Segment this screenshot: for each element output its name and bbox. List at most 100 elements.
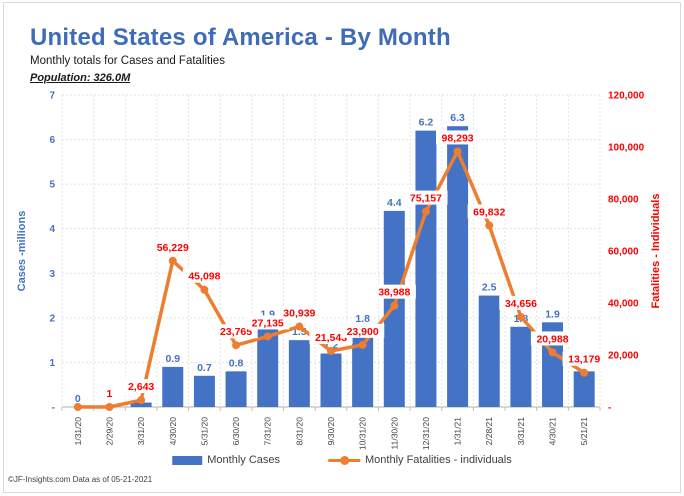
label-background bbox=[404, 190, 448, 205]
line-marker bbox=[516, 312, 525, 321]
bar bbox=[352, 326, 374, 407]
left-axis-tick-label: 3 bbox=[49, 269, 55, 280]
bar bbox=[257, 322, 279, 407]
cases-value-label: 6.2 bbox=[419, 117, 434, 129]
fatalities-value-label: 38,988 bbox=[378, 287, 410, 299]
cases-value-label: 0.8 bbox=[229, 357, 244, 369]
x-axis-label: 5/31/20 bbox=[199, 417, 209, 446]
fatalities-value-label: 34,656 bbox=[505, 298, 537, 310]
bar bbox=[130, 402, 152, 407]
x-axis-label: 10/31/20 bbox=[358, 417, 368, 450]
fatalities-value-label: 45,098 bbox=[188, 271, 220, 283]
label-background bbox=[182, 268, 227, 283]
fatalities-value-label: 98,293 bbox=[442, 132, 474, 144]
legend: Monthly Cases Monthly Fatalities - indiv… bbox=[172, 454, 512, 466]
right-axis-tick-label: 80,000 bbox=[608, 195, 639, 206]
x-axis-label: 9/30/20 bbox=[326, 417, 336, 446]
label-background bbox=[122, 379, 160, 394]
label-background bbox=[341, 323, 385, 338]
fatalities-value-label: 20,988 bbox=[536, 333, 568, 345]
line-marker bbox=[263, 332, 272, 341]
fatalities-value-label: 56,229 bbox=[157, 242, 189, 254]
line-marker bbox=[327, 346, 335, 355]
right-axis-tick-label: 20,000 bbox=[608, 351, 639, 362]
fatalities-value-label: 23,900 bbox=[347, 326, 379, 338]
line-marker bbox=[485, 221, 494, 230]
bar bbox=[162, 366, 184, 407]
cases-value-label: 1.8 bbox=[355, 313, 370, 325]
bar bbox=[225, 371, 247, 407]
bar bbox=[573, 371, 595, 407]
x-axis-label: 3/31/20 bbox=[136, 417, 146, 446]
fatalities-value-label: 69,832 bbox=[473, 206, 505, 218]
label-background bbox=[372, 284, 416, 299]
fatalities-value-label: 1 bbox=[107, 388, 113, 400]
x-axis-label: 12/31/20 bbox=[421, 417, 431, 450]
label-background bbox=[562, 351, 606, 366]
label-background bbox=[530, 331, 575, 346]
x-axis-label: 1/31/20 bbox=[73, 417, 83, 446]
label-background bbox=[277, 305, 321, 320]
x-axis-label: 6/30/20 bbox=[231, 417, 241, 446]
legend-label-cases: Monthly Cases bbox=[207, 454, 281, 466]
label-background bbox=[103, 385, 116, 400]
line-marker bbox=[580, 368, 589, 377]
label-background bbox=[499, 295, 543, 310]
left-axis-tick-label: 2 bbox=[49, 313, 55, 324]
x-axis-label: 2/28/21 bbox=[484, 417, 494, 446]
line-marker bbox=[232, 341, 241, 350]
bar bbox=[510, 326, 532, 407]
line-marker bbox=[73, 403, 82, 411]
line-marker bbox=[421, 207, 430, 216]
cases-value-label: 6.3 bbox=[450, 112, 465, 124]
fatalities-value-label: 23,765 bbox=[220, 326, 252, 338]
x-axis-label: 1/31/21 bbox=[453, 417, 463, 446]
x-axis-label: 8/31/20 bbox=[294, 417, 304, 446]
label-background bbox=[151, 239, 195, 254]
line-marker bbox=[548, 348, 557, 357]
cases-value-label: 0.7 bbox=[197, 362, 212, 374]
label-background bbox=[467, 204, 511, 219]
line-marker bbox=[105, 402, 114, 411]
x-axis-label: 7/31/20 bbox=[263, 417, 273, 446]
left-axis-tick-label: 5 bbox=[49, 180, 55, 191]
cases-value-label: 0 bbox=[75, 393, 81, 405]
x-axis-label: 4/30/20 bbox=[168, 417, 178, 446]
footer-note: ©JF-Insights.com Data as of 05-21-2021 bbox=[8, 475, 153, 484]
left-axis-tick-label: - bbox=[52, 403, 55, 414]
line-marker bbox=[137, 396, 146, 405]
fatalities-value-label: 2,643 bbox=[128, 381, 154, 393]
cases-value-label: 0.9 bbox=[165, 353, 180, 365]
right-axis-tick-label: - bbox=[608, 403, 611, 414]
population-note: Population: 326.0M bbox=[30, 72, 131, 84]
left-axis-tick-label: 6 bbox=[49, 135, 55, 146]
x-axis-label: 3/31/21 bbox=[516, 417, 526, 446]
bar bbox=[478, 295, 500, 407]
left-axis-tick-label: 7 bbox=[49, 91, 55, 102]
x-axis-label: 5/21/21 bbox=[579, 417, 589, 446]
fatalities-value-label: 13,179 bbox=[568, 354, 600, 366]
cases-value-label: 1.9 bbox=[545, 308, 560, 320]
chart-subtitle: Monthly totals for Cases and Fatalities bbox=[30, 55, 225, 67]
legend-label-fatalities: Monthly Fatalities - individuals bbox=[365, 454, 512, 466]
line-swatch-icon bbox=[328, 455, 361, 465]
left-axis-tick-label: 1 bbox=[49, 358, 55, 369]
line-marker bbox=[168, 256, 177, 265]
legend-item-cases: Monthly Cases bbox=[172, 454, 280, 466]
legend-item-fatalities: Monthly Fatalities - individuals bbox=[328, 454, 512, 466]
bar bbox=[288, 340, 310, 407]
label-background bbox=[435, 130, 480, 145]
bar bbox=[320, 353, 342, 407]
bar-swatch-icon bbox=[172, 455, 203, 465]
cases-value-label: 4.4 bbox=[387, 197, 402, 209]
x-axis-label: 11/30/20 bbox=[389, 417, 399, 450]
fatalities-value-label: 30,939 bbox=[283, 308, 315, 320]
chart-title: United States of America - By Month bbox=[30, 24, 451, 51]
right-axis-tick-label: 60,000 bbox=[608, 247, 639, 258]
right-axis-tick-label: 40,000 bbox=[608, 299, 639, 310]
bar bbox=[447, 126, 469, 407]
line-marker bbox=[453, 147, 462, 156]
line-marker bbox=[358, 340, 367, 349]
